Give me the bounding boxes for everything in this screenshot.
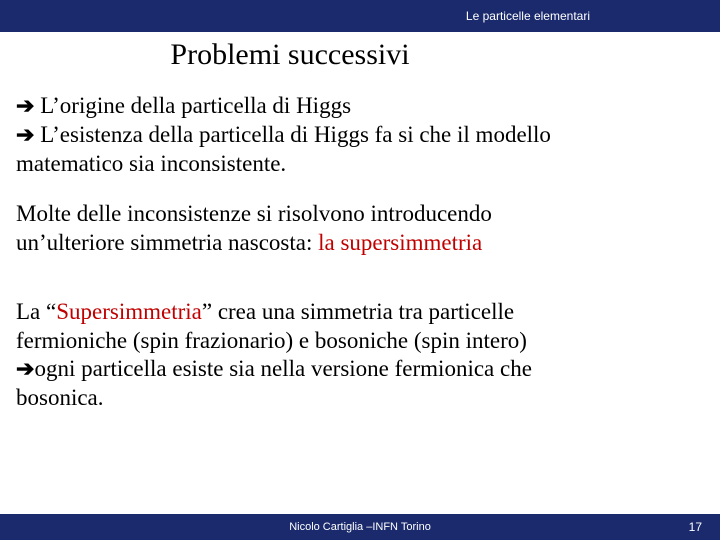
line: ➔ L’esistenza della particella di Higgs … [16,121,704,150]
page-title: Problemi successivi [0,38,720,72]
line: un’ulteriore simmetria nascosta: la supe… [16,229,704,258]
slide: Le particelle elementari Problemi succes… [0,0,720,540]
arrow-icon: ➔ [16,122,34,147]
page-number: 17 [689,520,702,534]
text: ” crea una simmetria tra particelle [202,299,514,324]
body-content: ➔ L’origine della particella di Higgs ➔ … [0,92,720,413]
paragraph-2: Molte delle inconsistenze si risolvono i… [16,200,704,258]
footer-bar: Nicolo Cartiglia –INFN Torino 17 [0,514,720,540]
text: ogni particella esiste sia nella version… [34,356,532,381]
line: ➔ogni particella esiste sia nella versio… [16,355,704,384]
paragraph-3: La “Supersimmetria” crea una simmetria t… [16,298,704,413]
text: un’ulteriore simmetria nascosta: [16,230,318,255]
header-bar: Le particelle elementari [0,0,720,32]
line: fermioniche (spin frazionario) e bosonic… [16,327,704,356]
arrow-icon: ➔ [16,93,34,118]
text: fermioniche (spin frazionario) e bosonic… [16,328,527,353]
text: L’esistenza della particella di Higgs fa… [34,122,551,147]
footer-author: Nicolo Cartiglia –INFN Torino [289,521,431,533]
highlight-text: Supersimmetria [56,299,202,324]
arrow-icon: ➔ [16,356,34,381]
paragraph-1: ➔ L’origine della particella di Higgs ➔ … [16,92,704,178]
line: Molte delle inconsistenze si risolvono i… [16,200,704,229]
text: L’origine della particella di Higgs [34,93,351,118]
line: matematico sia inconsistente. [16,150,704,179]
text: Molte delle inconsistenze si risolvono i… [16,201,492,226]
line: La “Supersimmetria” crea una simmetria t… [16,298,704,327]
line: bosonica. [16,384,704,413]
header-subtitle: Le particelle elementari [466,9,590,23]
line: ➔ L’origine della particella di Higgs [16,92,704,121]
text: La “ [16,299,56,324]
highlight-text: la supersimmetria [318,230,482,255]
text: bosonica. [16,385,104,410]
text: matematico sia inconsistente. [16,151,286,176]
